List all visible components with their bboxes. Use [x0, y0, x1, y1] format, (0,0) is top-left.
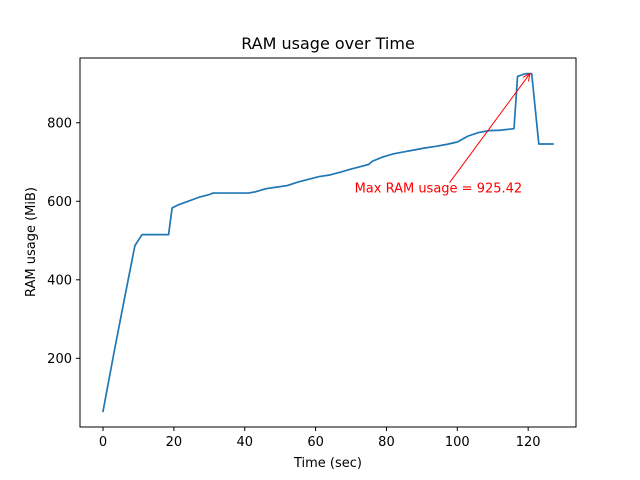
x-tick-label-0: 0: [99, 435, 107, 450]
plot-frame: [79, 57, 577, 428]
x-tick-label-20: 20: [166, 435, 183, 450]
x-tick-label-60: 60: [307, 435, 324, 450]
x-tick-label-80: 80: [378, 435, 395, 450]
annotation-arrow-head-0: [522, 72, 531, 82]
x-tick-label-100: 100: [445, 435, 470, 450]
x-tick-label-120: 120: [516, 435, 541, 450]
x-axis-label: Time (sec): [293, 456, 362, 471]
y-tick-label-800: 800: [47, 116, 72, 131]
annotation-text-0: Max RAM usage = 925.42: [355, 182, 523, 197]
y-tick-label-600: 600: [47, 195, 72, 210]
y-tick-label-200: 200: [47, 352, 72, 367]
series-line-0: [102, 72, 554, 413]
annotation-arrow-line-0: [449, 73, 531, 183]
x-tick-label-40: 40: [236, 435, 253, 450]
y-tick-label-400: 400: [47, 273, 72, 288]
y-axis-label: RAM usage (MiB): [24, 187, 39, 297]
chart-title: RAM usage over Time: [241, 34, 415, 53]
